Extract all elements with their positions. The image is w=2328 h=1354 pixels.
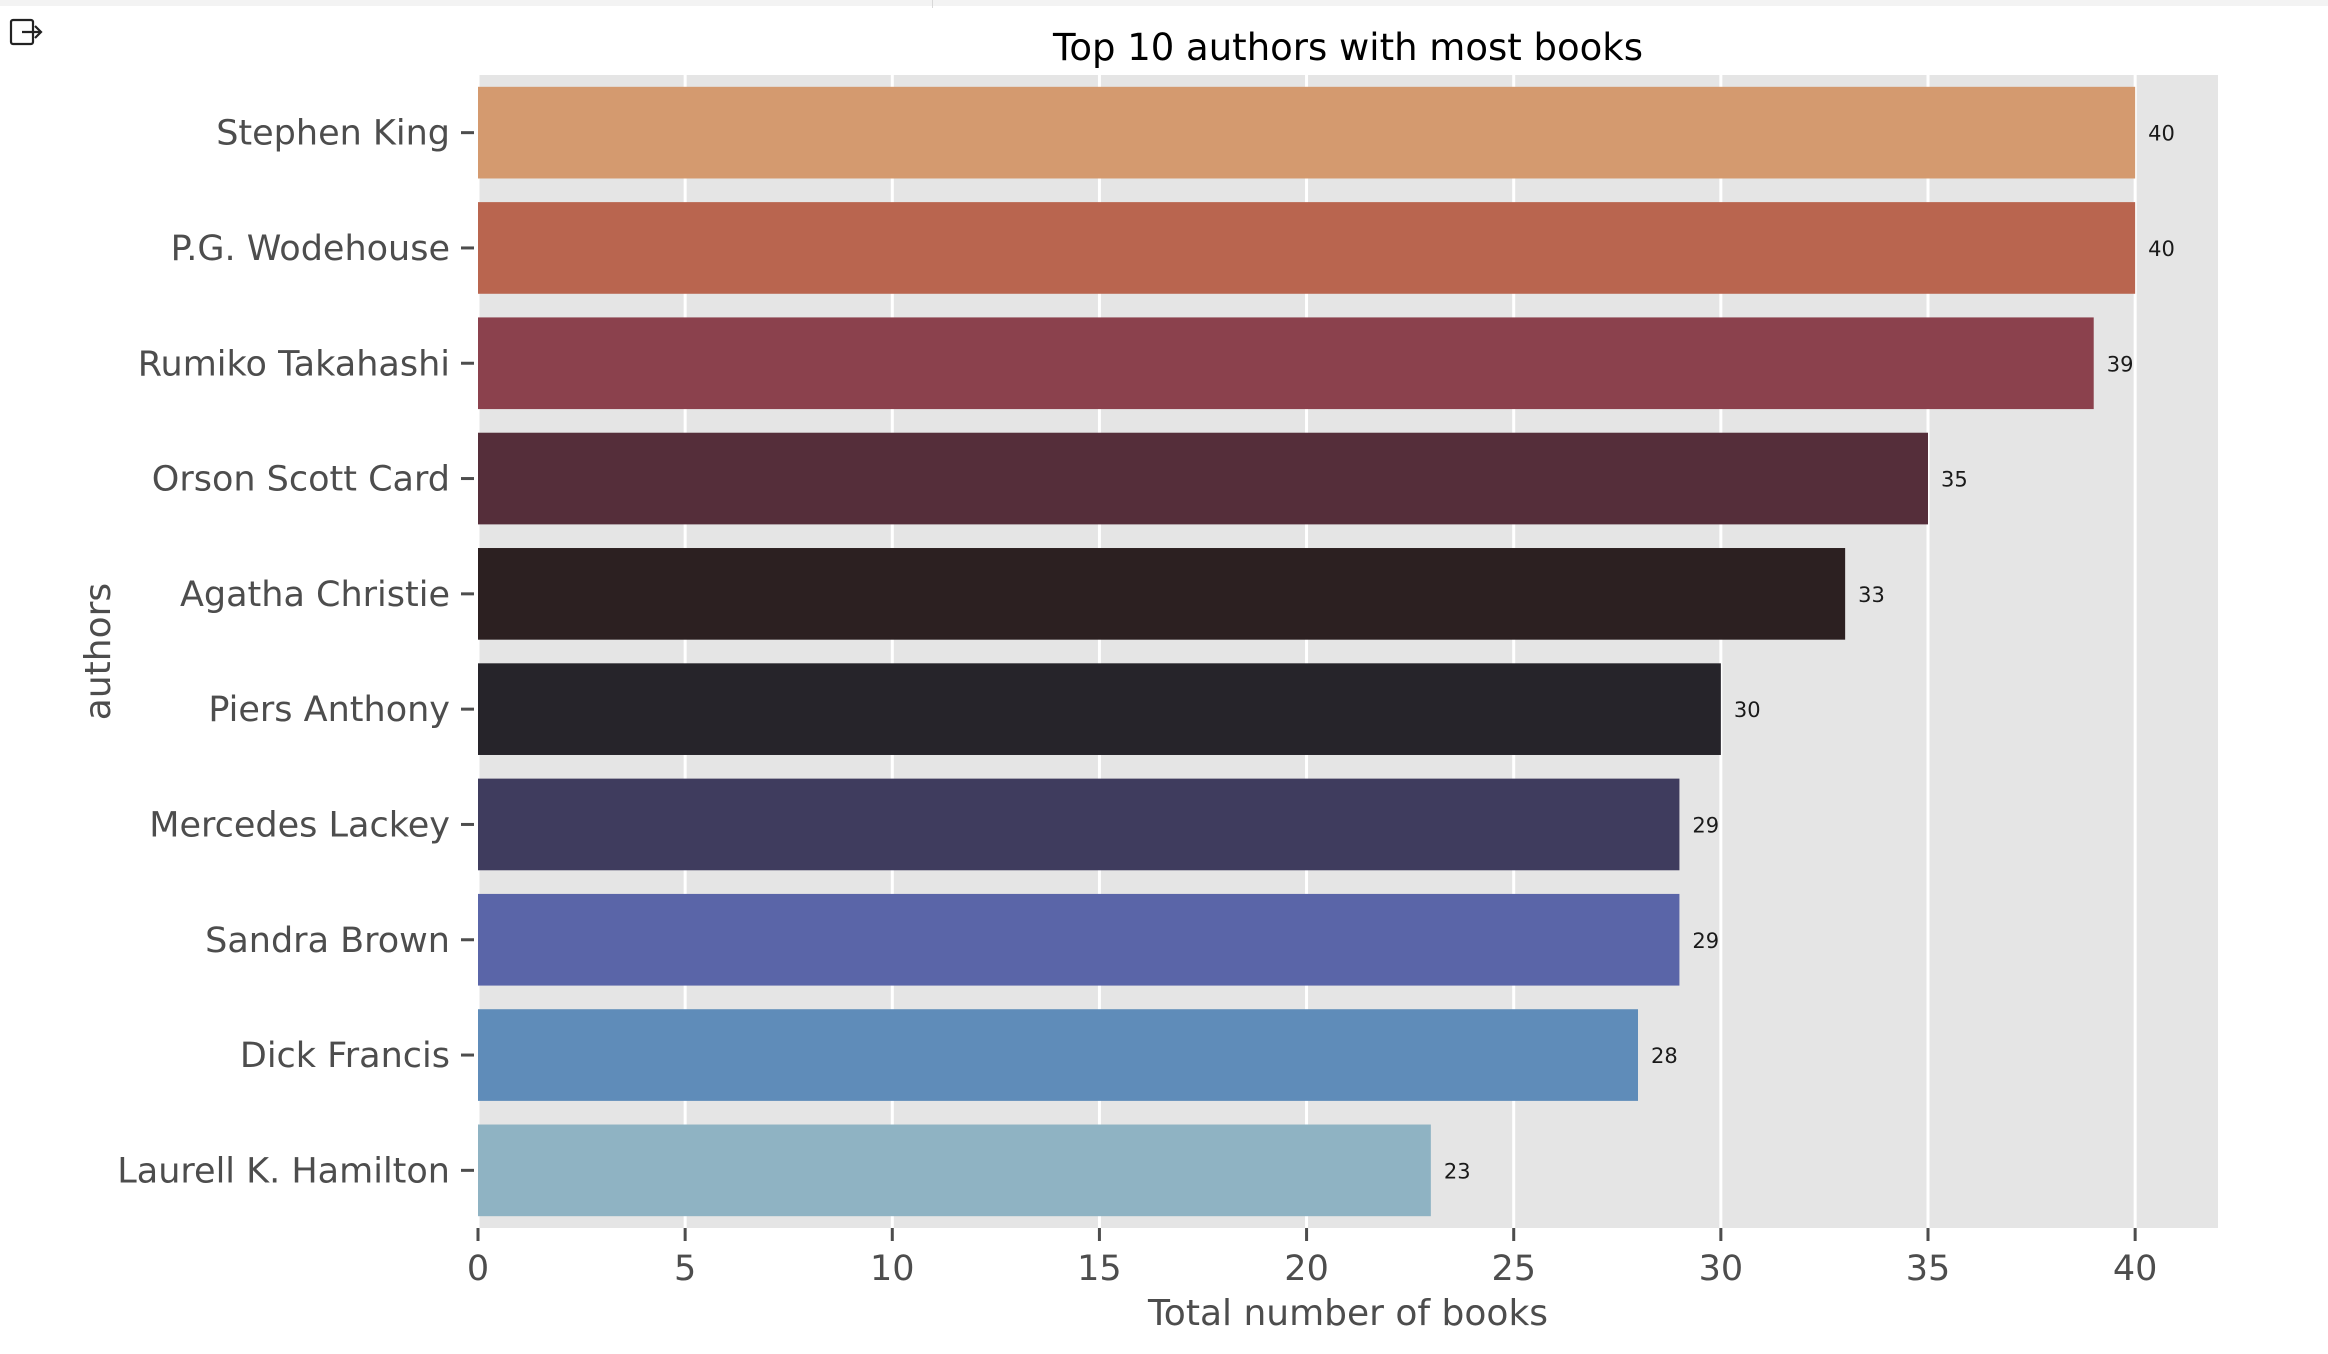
bar — [478, 778, 1680, 871]
x-tick-label: 40 — [2113, 1249, 2158, 1289]
x-tick-label: 5 — [674, 1249, 696, 1289]
bar-value-label: 35 — [1941, 468, 1968, 492]
y-tick-label: P.G. Wodehouse — [171, 229, 450, 269]
y-tick-label: Mercedes Lackey — [149, 805, 450, 845]
x-tick-label: 20 — [1284, 1249, 1329, 1289]
y-tick-label: Sandra Brown — [205, 921, 450, 961]
bars — [478, 86, 2136, 1217]
y-tick-label: Agatha Christie — [180, 575, 450, 615]
bar — [478, 893, 1680, 986]
y-tick-label: Rumiko Takahashi — [138, 344, 450, 384]
bar — [478, 202, 2136, 294]
x-axis: 0 5 10 15 20 25 30 35 40 — [467, 1228, 2158, 1289]
bar-value-label: 33 — [1858, 583, 1885, 607]
bar-value-label: 39 — [2107, 352, 2134, 376]
y-tick-label: Stephen King — [216, 114, 450, 154]
export-output-button[interactable] — [8, 16, 44, 52]
x-tick-label: 0 — [467, 1249, 489, 1289]
y-tick-label: Dick Francis — [240, 1036, 450, 1076]
bar — [478, 1009, 1638, 1101]
y-axis-label: authors — [78, 583, 119, 720]
y-tick-label: Orson Scott Card — [152, 460, 450, 500]
bar-value-label: 28 — [1651, 1044, 1678, 1068]
bar — [478, 548, 1846, 640]
bar-value-label: 29 — [1692, 929, 1719, 953]
bar-value-label: 29 — [1692, 813, 1719, 837]
x-tick-label: 25 — [1491, 1249, 1536, 1289]
bar — [478, 432, 1928, 525]
x-tick-label: 15 — [1077, 1249, 1122, 1289]
y-tick-label: Laurell K. Hamilton — [117, 1151, 450, 1191]
x-axis-label: Total number of books — [1147, 1293, 1548, 1334]
bar-value-label: 23 — [1444, 1159, 1471, 1183]
y-tick-label: Piers Anthony — [208, 690, 450, 730]
y-axis: Stephen King P.G. Wodehouse Rumiko Takahas… — [117, 114, 474, 1191]
bar-value-label: 40 — [2148, 237, 2175, 261]
bar — [478, 663, 1721, 755]
x-tick-label: 35 — [1906, 1249, 1951, 1289]
x-tick-label: 10 — [870, 1249, 915, 1289]
export-icon — [9, 18, 43, 46]
x-tick-label: 30 — [1699, 1249, 1744, 1289]
bar-value-label: 40 — [2148, 122, 2175, 146]
bar-value-label: 30 — [1734, 698, 1761, 722]
bar — [478, 317, 2094, 410]
notebook-top-bar — [0, 0, 2328, 6]
data-labels: 40 40 39 35 33 30 29 29 28 23 — [1444, 122, 2175, 1184]
top-bar-divider — [932, 0, 933, 8]
chart-title: Top 10 authors with most books — [1052, 26, 1643, 69]
bar — [478, 1124, 1431, 1217]
bar — [478, 86, 2136, 179]
